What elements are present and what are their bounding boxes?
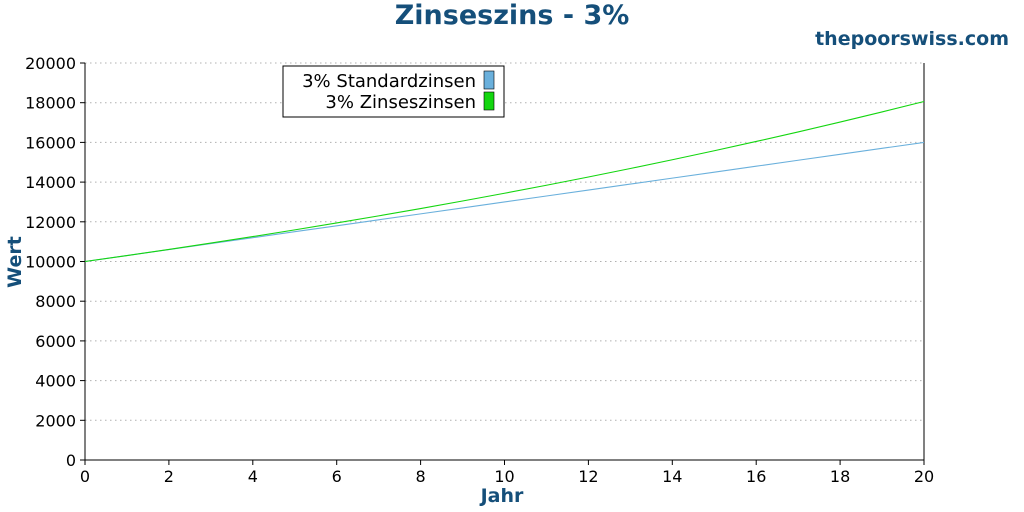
x-tick-label: 0 bbox=[80, 467, 90, 486]
y-axis-label: Wert bbox=[4, 236, 26, 288]
y-tick-label: 6000 bbox=[35, 332, 76, 351]
brand-label: thepoorswiss.com bbox=[815, 28, 1009, 50]
x-tick-label: 4 bbox=[248, 467, 258, 486]
legend-label-compound: 3% Zinseszinsen bbox=[325, 92, 476, 113]
x-tick-label: 14 bbox=[662, 467, 682, 486]
y-tick-label: 18000 bbox=[25, 94, 76, 113]
legend-swatch-compound bbox=[483, 91, 495, 111]
x-tick-label: 8 bbox=[416, 467, 426, 486]
legend: 3% Standardzinsen 3% Zinseszinsen bbox=[282, 65, 505, 118]
chart-title: Zinseszins - 3% bbox=[395, 0, 630, 31]
legend-box bbox=[282, 65, 505, 118]
y-tick-label: 2000 bbox=[35, 411, 76, 430]
tick-labels: 0200040006000800010000120001400016000180… bbox=[25, 54, 934, 486]
y-tick-label: 12000 bbox=[25, 213, 76, 232]
x-tick-label: 2 bbox=[164, 467, 174, 486]
series-line-standard bbox=[84, 141, 925, 263]
y-tick-label: 8000 bbox=[35, 292, 76, 311]
x-tick-label: 18 bbox=[830, 467, 850, 486]
y-tick-label: 14000 bbox=[25, 173, 76, 192]
y-tick-label: 20000 bbox=[25, 54, 76, 73]
y-tick-label: 16000 bbox=[25, 133, 76, 152]
x-axis-label: Jahr bbox=[479, 485, 524, 507]
x-tick-label: 16 bbox=[746, 467, 766, 486]
x-tick-label: 10 bbox=[494, 467, 514, 486]
y-tick-label: 0 bbox=[66, 451, 76, 470]
series-lines bbox=[84, 100, 925, 263]
x-tick-label: 20 bbox=[914, 467, 934, 486]
x-tick-label: 6 bbox=[332, 467, 342, 486]
x-tick-label: 12 bbox=[578, 467, 598, 486]
series-line-compound bbox=[84, 100, 925, 263]
y-tick-label: 4000 bbox=[35, 372, 76, 391]
legend-swatch-standard bbox=[483, 70, 495, 90]
y-tick-label: 10000 bbox=[25, 253, 76, 272]
legend-label-standard: 3% Standardzinsen bbox=[302, 71, 476, 92]
